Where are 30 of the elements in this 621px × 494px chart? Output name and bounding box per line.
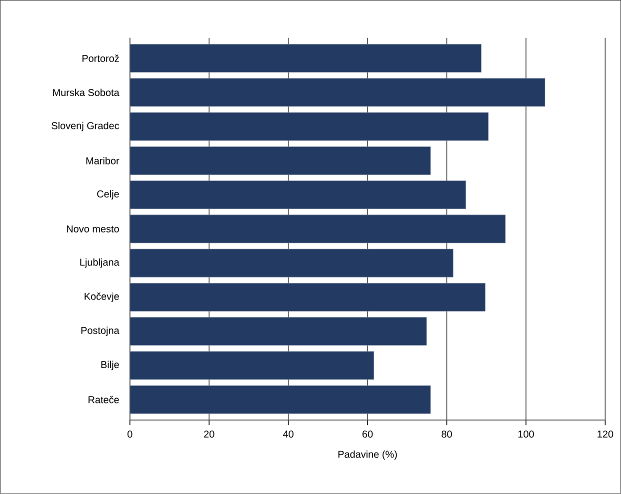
y-tick-label: Novo mesto xyxy=(66,226,119,232)
bar xyxy=(130,44,482,73)
x-axis-title: Padavine (%) xyxy=(338,450,397,460)
y-tick-label: Celje xyxy=(97,190,119,200)
x-tick-label: 0 xyxy=(128,430,132,438)
x-tick-label: 120 xyxy=(598,430,614,438)
bar xyxy=(130,351,374,380)
y-tick-label: Ljubljana xyxy=(80,258,120,268)
x-tick-label: 40 xyxy=(283,430,294,438)
y-tick-label: Murska Sobota xyxy=(53,88,120,96)
bar xyxy=(130,146,431,175)
y-tick-label: Maribor xyxy=(86,157,120,164)
bar xyxy=(130,78,546,107)
bar xyxy=(130,317,427,346)
y-tick-label: Postojna xyxy=(81,326,120,336)
y-tick-label: Kočevje xyxy=(84,292,119,302)
x-tick-label: 60 xyxy=(362,430,373,438)
y-tick-label: Slovenj Gradec xyxy=(52,122,120,132)
bar xyxy=(130,214,506,244)
y-tick-label: Portorož xyxy=(82,54,119,62)
y-tick-label: Bilje xyxy=(101,360,119,370)
x-tick-label: 20 xyxy=(204,430,214,438)
bar xyxy=(130,385,431,414)
y-tick-label: Rateče xyxy=(88,396,119,404)
bar xyxy=(130,112,489,141)
bar xyxy=(130,180,466,210)
x-tick-label: 80 xyxy=(442,430,452,438)
bar xyxy=(130,283,486,312)
bar xyxy=(130,248,454,278)
x-tick-label: 100 xyxy=(518,430,534,438)
